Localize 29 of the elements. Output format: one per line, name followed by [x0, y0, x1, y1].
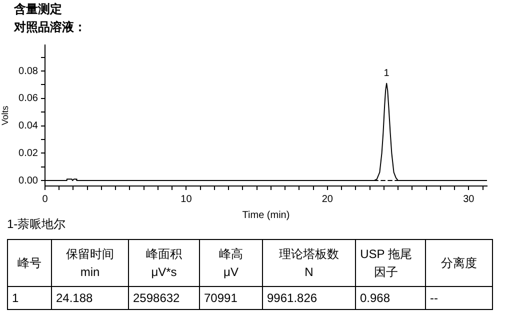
text: 分离度 — [426, 240, 492, 286]
text: 0.968 — [356, 286, 426, 310]
y-axis-title: Volts — [0, 105, 10, 126]
annotation: 1 — [384, 68, 390, 80]
y-tick-label: 0.00 — [18, 175, 38, 186]
text: 保留时间 min — [52, 240, 128, 286]
text: 峰号 — [8, 240, 52, 286]
text: 2598632 — [128, 286, 200, 310]
x-axis-title: Time (min) — [242, 210, 290, 221]
text: 9961.826 — [262, 286, 356, 310]
text: 理论塔板数 N — [262, 240, 356, 286]
text: 1 — [8, 286, 52, 310]
y-tick-label: 0.08 — [18, 66, 38, 77]
chart-subtitle: 对照品溶液： — [14, 20, 86, 34]
text: 峰面积 μV*s — [128, 240, 200, 286]
chart-title: 含量测定 — [14, 2, 62, 16]
x-tick-label: 10 — [180, 194, 192, 205]
text: -- — [426, 286, 492, 310]
x-tick-label: 30 — [463, 194, 475, 205]
y-tick-label: 0.06 — [18, 93, 38, 104]
text: 70991 — [200, 286, 262, 310]
text: 1-萘哌地尔 — [7, 216, 66, 233]
text: 峰高 μV — [200, 240, 262, 286]
y-tick-label: 0.02 — [18, 148, 38, 159]
x-tick-label: 20 — [322, 194, 334, 205]
y-tick-label: 0.04 — [18, 120, 38, 132]
text: USP 拖尾因子 — [356, 240, 426, 286]
x-tick-label: 0 — [42, 194, 48, 205]
text: 24.188 — [52, 286, 128, 310]
